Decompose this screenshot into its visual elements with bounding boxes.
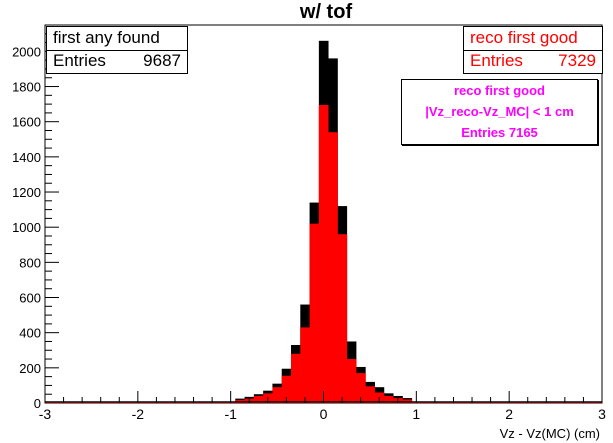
histogram-bar [272, 387, 283, 403]
histogram-bar [318, 105, 329, 403]
x-tick-label: -1 [224, 406, 237, 422]
x-tick-label: 1 [412, 406, 420, 422]
stats-cut-entries: Entries 7165 [461, 125, 538, 140]
x-tick-label: 0 [320, 406, 328, 422]
x-tick-label: 2 [505, 406, 513, 422]
histogram-bar [328, 132, 338, 403]
stats-cut-title: reco first good [453, 83, 545, 98]
stats-divider [47, 50, 187, 51]
x-axis: -3 -2 -1 0 1 2 3 [39, 391, 606, 422]
y-tick-label: 800 [19, 255, 41, 270]
histogram-bar [300, 327, 310, 403]
stats-box-first-any-found: first any found Entries 9687 [46, 26, 188, 74]
stats-entries-value: 9687 [143, 51, 181, 70]
stats-entries-value: 7329 [558, 51, 596, 70]
y-tick-label: 200 [19, 361, 41, 376]
y-tick-label: 600 [19, 291, 41, 306]
stats-box-vz-cut: reco first good |Vz_reco-Vz_MC| < 1 cm E… [401, 79, 598, 145]
histogram-bar [346, 359, 357, 403]
histogram-bar [383, 395, 394, 403]
stats-entries-label: Entries [470, 51, 523, 70]
y-tick-label: 400 [19, 326, 41, 341]
histogram-bar [355, 373, 366, 403]
x-axis-label: Vz - Vz(MC) (cm) [500, 426, 600, 441]
x-tick-label: -2 [132, 406, 145, 422]
stats-cut-condition: |Vz_reco-Vz_MC| < 1 cm [425, 104, 574, 119]
y-tick-label: 1400 [12, 150, 41, 165]
histogram-bar [253, 395, 264, 403]
histogram-bar [281, 375, 292, 403]
y-tick-label: 1200 [12, 185, 41, 200]
stats-divider [464, 50, 602, 51]
histogram-bar [337, 234, 348, 403]
y-tick-label: 2000 [12, 44, 41, 59]
chart-title: w/ tof [299, 1, 353, 23]
y-tick-label: 1600 [12, 115, 41, 130]
histogram-bar [291, 353, 301, 403]
stats-title: first any found [53, 28, 160, 47]
y-tick-label: 0 [34, 396, 41, 411]
y-axis: 0 200 400 600 800 1000 1200 1400 1600 1800 2000 [12, 24, 59, 411]
x-tick-label: 3 [598, 406, 606, 422]
stats-entries-label: Entries [53, 51, 106, 70]
stats-title: reco first good [470, 28, 578, 47]
histogram-bar [309, 223, 320, 403]
y-tick-label: 1800 [12, 80, 41, 95]
histogram-bar [365, 386, 375, 403]
y-tick-label: 1000 [12, 220, 41, 235]
x-tick-label: -3 [39, 406, 52, 422]
series-reco-first-good [235, 105, 413, 403]
stats-box-reco-first-good: reco first good Entries 7329 [463, 26, 603, 74]
histogram-bar [402, 399, 413, 403]
